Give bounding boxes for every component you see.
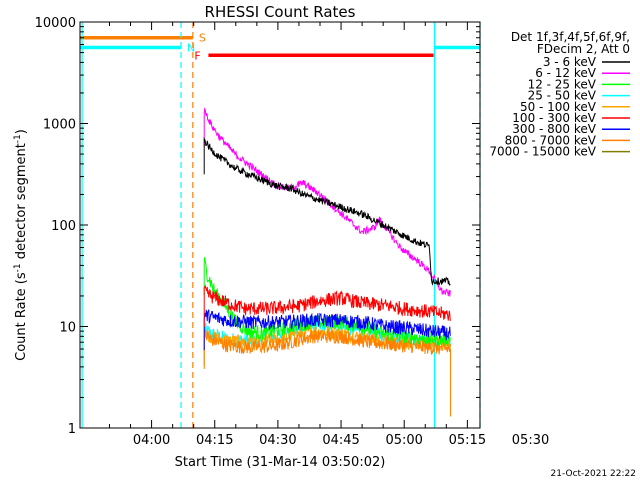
y-label-mid: detector segment bbox=[14, 143, 29, 263]
y-label-pre: Count Rate (s bbox=[14, 272, 29, 361]
legend-label: 25 - 50 keV bbox=[528, 89, 597, 103]
legend-label: 800 - 7000 keV bbox=[505, 133, 597, 147]
legend-label: 3 - 6 keV bbox=[543, 55, 597, 69]
y-tick-label: 1 bbox=[68, 422, 76, 437]
flag-label-f: F bbox=[194, 49, 200, 62]
x-tick-label: 04:30 bbox=[259, 433, 296, 448]
legend-label: 300 - 800 keV bbox=[512, 122, 596, 136]
y-tick-label: 10 bbox=[59, 321, 76, 336]
y-tick-label: 100 bbox=[51, 219, 76, 234]
legend-label: 50 - 100 keV bbox=[520, 100, 597, 114]
legend: Det 1f,3f,4f,5f,6f,9f, FDecim 2, Att 0 3… bbox=[489, 30, 630, 159]
legend-label: 12 - 25 keV bbox=[528, 77, 597, 91]
x-tick-label: 05:15 bbox=[449, 433, 486, 448]
flag-label-n: N bbox=[187, 42, 195, 55]
footer-date: 21-Oct-2021 22:22 bbox=[551, 469, 636, 479]
series-line-6 bbox=[203, 309, 451, 351]
x-tick-label: 05:00 bbox=[385, 433, 422, 448]
count-rate-series bbox=[203, 107, 452, 417]
y-axis-label: Count Rate (s-1 detector segment-1) bbox=[13, 129, 29, 361]
legend-label: 6 - 12 keV bbox=[535, 66, 597, 80]
y-tick-label: 10000 bbox=[35, 16, 76, 31]
x-tick-label: 04:00 bbox=[133, 433, 170, 448]
legend-label: 7000 - 15000 keV bbox=[489, 145, 596, 159]
flag-bars: SNF bbox=[80, 32, 480, 62]
legend-label: 100 - 300 keV bbox=[512, 111, 596, 125]
x-axis-label: Start Time (31-Mar-14 03:50:02) bbox=[175, 455, 386, 470]
y-label-post: ) bbox=[14, 129, 29, 134]
plot-axes: 04:00 04:15 04:30 04:45 05:00 05:15 05:30 1 10 10… bbox=[35, 16, 550, 448]
legend-header-decimation: FDecim 2, Att 0 bbox=[537, 42, 630, 56]
flag-label-s: S bbox=[199, 32, 206, 45]
y-label-sup1: -1 bbox=[13, 263, 23, 272]
y-label-sup2: -1 bbox=[13, 134, 23, 143]
series-line-7 bbox=[203, 328, 451, 369]
y-tick-label: 1000 bbox=[43, 118, 76, 133]
x-tick-label: 05:30 bbox=[512, 433, 549, 448]
x-tick-label: 04:15 bbox=[196, 433, 233, 448]
legend-header-detectors: Det 1f,3f,4f,5f,6f,9f, bbox=[511, 30, 630, 44]
chart-title: RHESSI Count Rates bbox=[205, 3, 356, 21]
series-line-5 bbox=[203, 284, 451, 327]
series-line-0 bbox=[203, 136, 451, 286]
x-tick-label: 04:45 bbox=[322, 433, 359, 448]
